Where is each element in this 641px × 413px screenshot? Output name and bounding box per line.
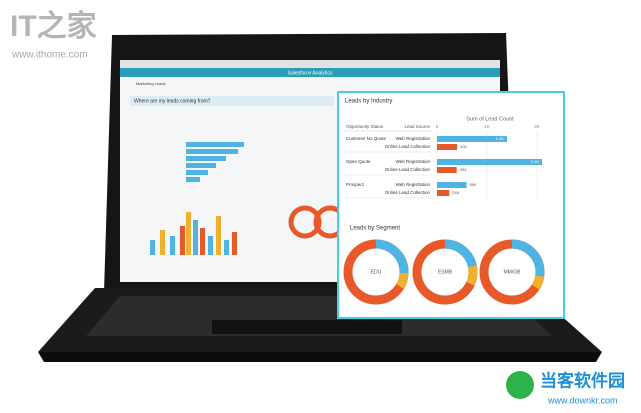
logo-url: www.downkr.com bbox=[547, 395, 618, 405]
row-label: Online Lead Collection bbox=[385, 167, 431, 172]
segment-label: ESMB bbox=[438, 269, 453, 275]
question-box bbox=[130, 96, 334, 106]
bar bbox=[437, 159, 542, 165]
mini-chart bbox=[150, 142, 347, 255]
laptop-edge bbox=[38, 352, 602, 362]
segment-label: MM/GB bbox=[504, 269, 522, 275]
column-header: Opportunity Status bbox=[346, 124, 384, 129]
logo: IT之家 bbox=[10, 9, 97, 43]
bar bbox=[437, 144, 458, 150]
donuts bbox=[343, 239, 545, 305]
bar bbox=[437, 190, 450, 196]
value-label: 402 bbox=[460, 144, 467, 149]
bar bbox=[437, 182, 467, 188]
logo-icon bbox=[506, 371, 534, 399]
row-label: Web Registration bbox=[396, 159, 431, 164]
touchpad bbox=[212, 320, 402, 334]
segment-label: EDU bbox=[371, 269, 382, 275]
group-label: Open Quote bbox=[346, 159, 371, 164]
bar bbox=[437, 167, 457, 173]
row-label: Online Lead Collection bbox=[385, 144, 431, 149]
page-title: Marketing Leads bbox=[136, 81, 166, 86]
row-label: Web Registration bbox=[396, 136, 431, 141]
value-label: 2.1K bbox=[531, 159, 540, 164]
app-header bbox=[120, 68, 500, 77]
x-tick-label: 1K bbox=[484, 124, 490, 129]
row-label: Web Registration bbox=[396, 182, 431, 187]
value-label: 245 bbox=[452, 190, 459, 195]
value-label: 394 bbox=[460, 167, 467, 172]
group-label: Customer No Quote bbox=[346, 136, 387, 141]
row-label: Online Lead Collection bbox=[385, 190, 431, 195]
zoom-panel bbox=[337, 91, 565, 319]
browser-bar bbox=[120, 60, 500, 68]
value-label: 590 bbox=[470, 182, 477, 187]
panel-title: Leads by Industry bbox=[345, 99, 392, 105]
group-label: Prospect bbox=[346, 182, 365, 187]
segment-title: Leads by Segment bbox=[350, 226, 400, 232]
x-tick-label: 0 bbox=[436, 124, 439, 129]
x-tick-label: 2K bbox=[534, 124, 540, 129]
axis-title: Sum of Lead Count bbox=[466, 116, 514, 122]
question: Where are my leads coming from? bbox=[134, 98, 211, 104]
logo-url: www.ithome.com bbox=[11, 50, 88, 61]
value-label: 1.4K bbox=[496, 136, 505, 141]
logo: 当客软件园 bbox=[540, 370, 625, 390]
column-header: Lead Source bbox=[404, 124, 430, 129]
app-title: Salesforce Analytics bbox=[288, 70, 333, 76]
bar bbox=[437, 136, 507, 142]
